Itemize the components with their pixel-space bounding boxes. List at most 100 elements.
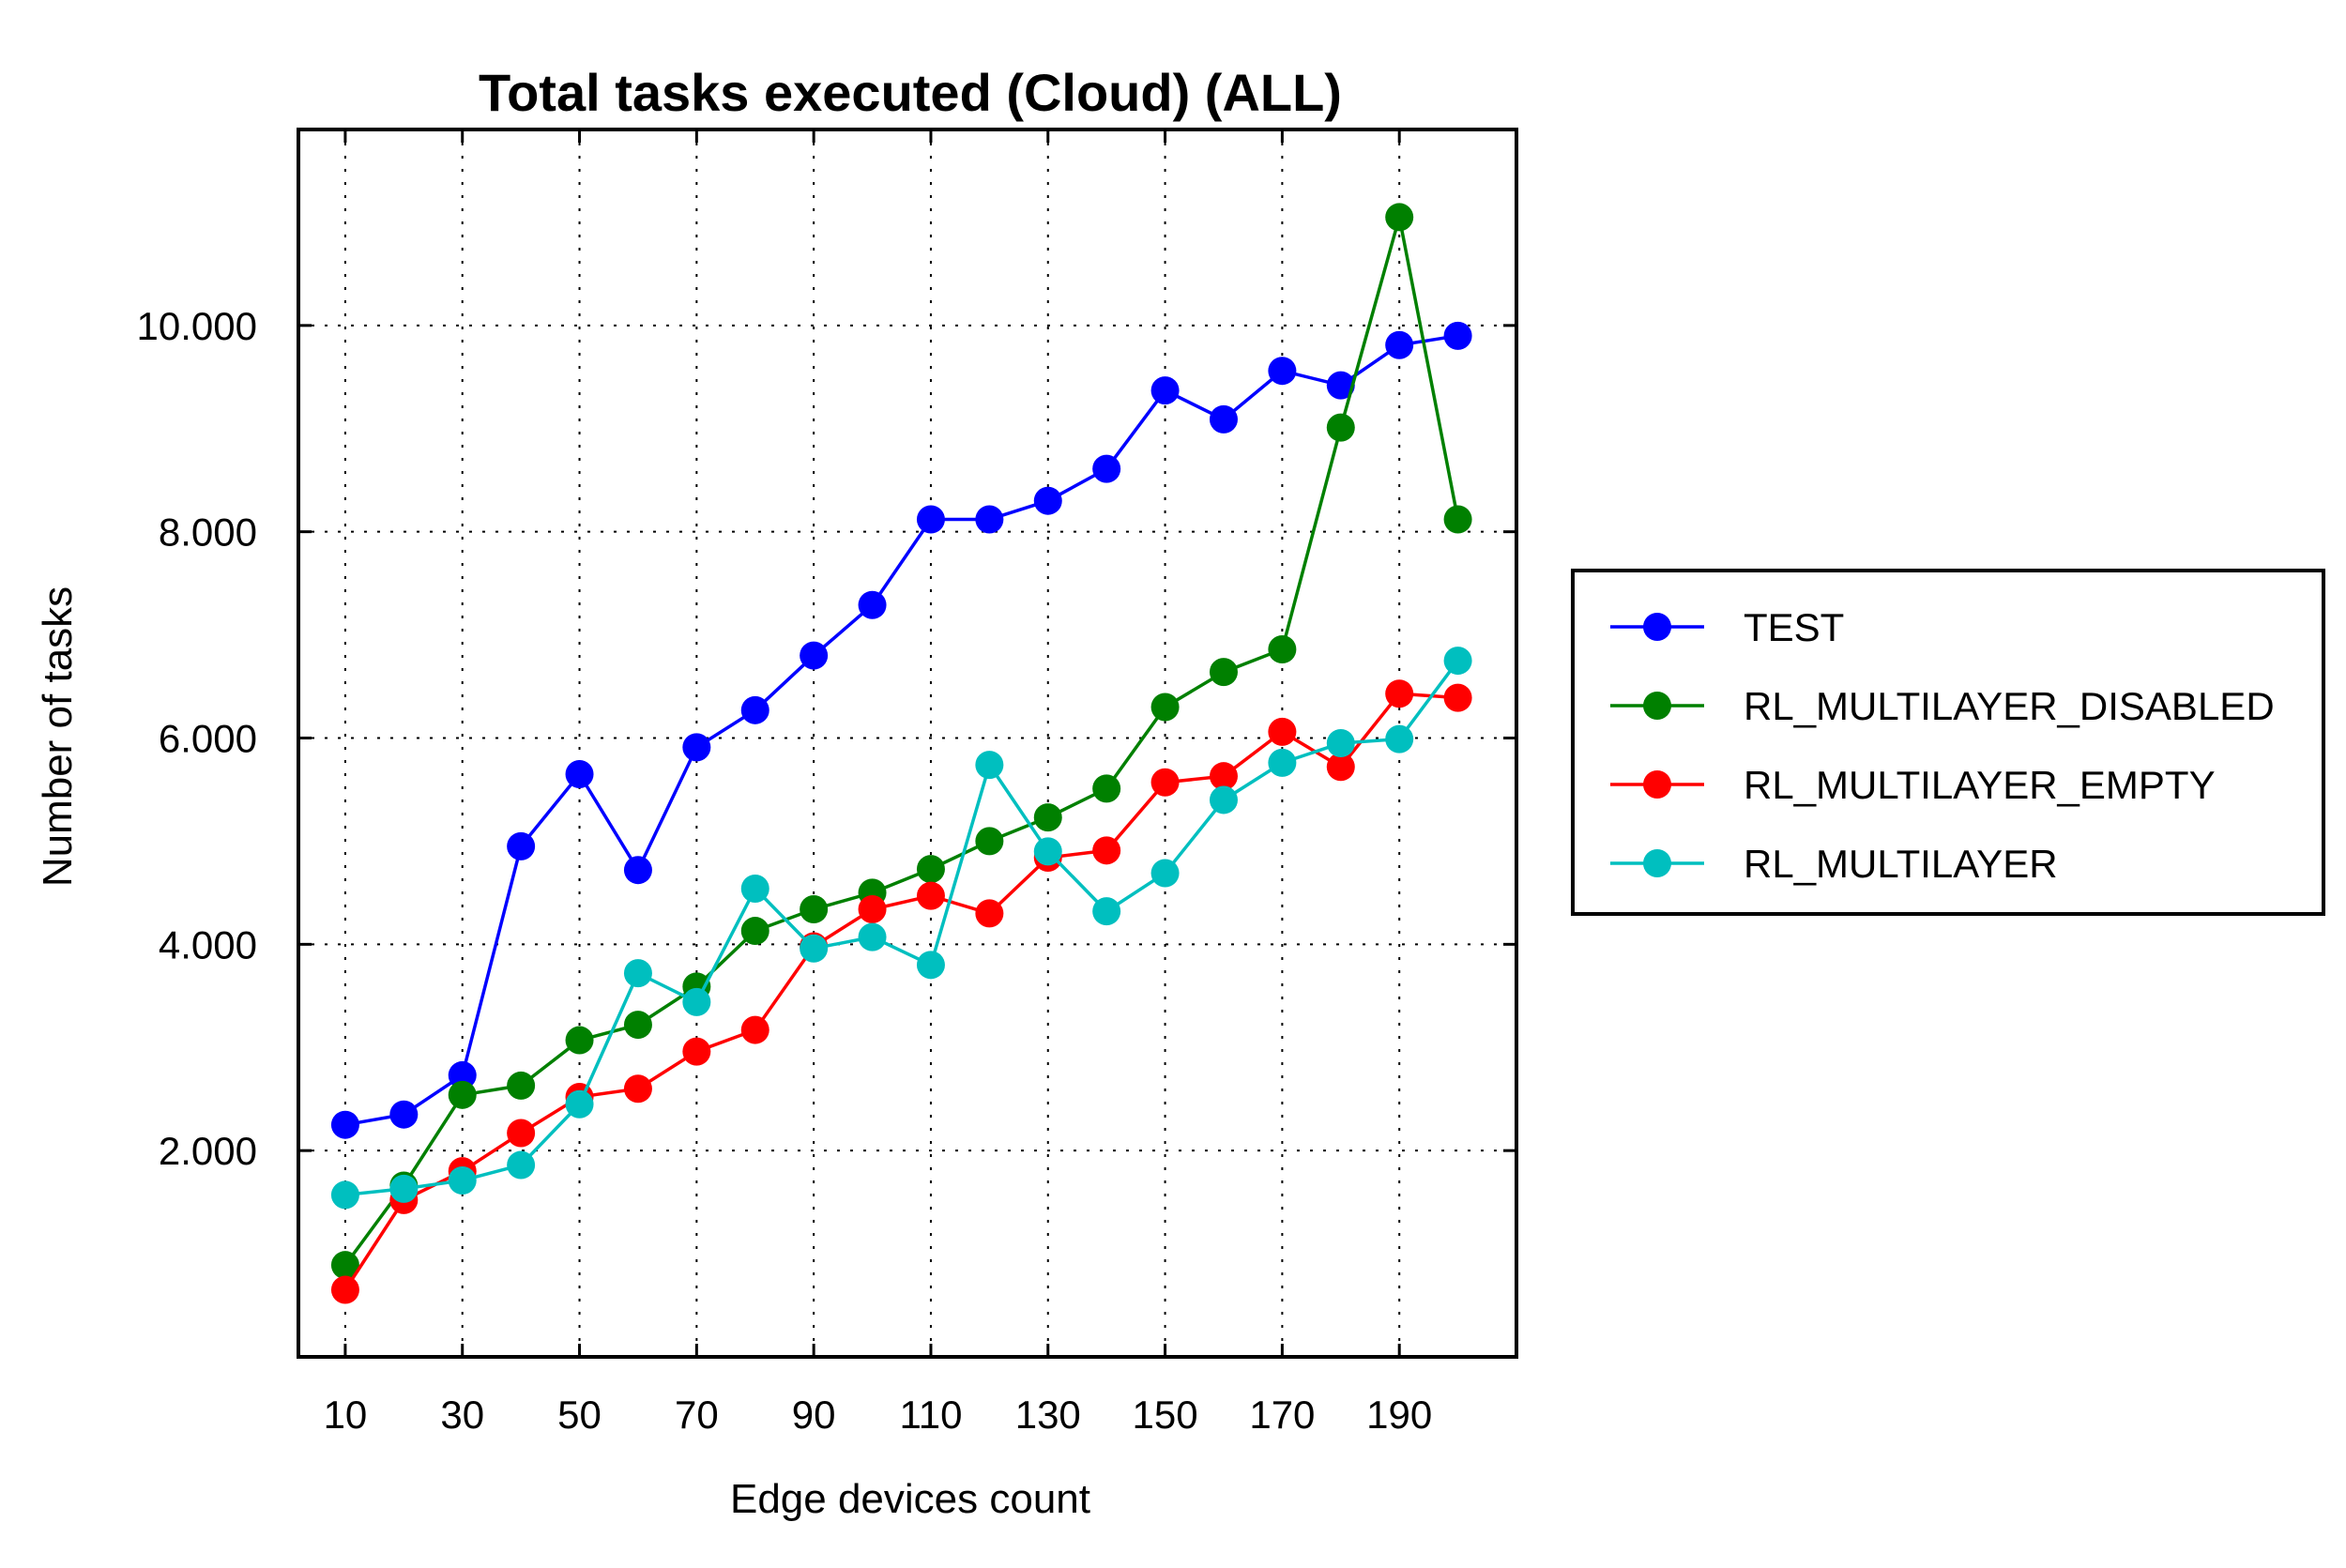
y-tick-label: 10.000 (137, 304, 257, 348)
data-point (1092, 897, 1121, 926)
data-point (1443, 505, 1472, 534)
data-point (740, 917, 769, 946)
series-layer (330, 203, 1472, 1304)
data-point (330, 1251, 359, 1280)
legend-label: RL_MULTILAYER_DISABLED (1744, 684, 2275, 728)
data-point (565, 759, 594, 788)
data-point (507, 1150, 536, 1180)
data-point (740, 874, 769, 903)
data-point (975, 751, 1004, 780)
legend-label: RL_MULTILAYER_EMPTY (1744, 763, 2216, 807)
data-point (975, 827, 1004, 856)
y-axis-label: Number of tasks (35, 586, 81, 887)
data-point (1268, 748, 1297, 777)
data-point (565, 1089, 594, 1119)
data-point (1150, 768, 1180, 797)
data-point (740, 695, 769, 724)
data-point (682, 987, 711, 1016)
data-point (1443, 647, 1472, 676)
data-point (1209, 404, 1238, 434)
data-point (1385, 203, 1414, 232)
data-point (448, 1166, 477, 1195)
data-point (1150, 693, 1180, 722)
data-point (682, 733, 711, 762)
legend-item: TEST (1610, 605, 1844, 649)
data-point (389, 1100, 419, 1129)
legend-swatch-marker (1643, 770, 1671, 799)
x-tick-label: 190 (1366, 1393, 1432, 1437)
legend-swatch-marker (1643, 613, 1671, 641)
y-tick-label: 6.000 (159, 717, 257, 761)
y-tick-label: 4.000 (159, 922, 257, 967)
legend-item: RL_MULTILAYER_EMPTY (1610, 763, 2216, 807)
legend-swatch-marker (1643, 849, 1671, 877)
data-point (1268, 717, 1297, 746)
x-tick-label: 130 (1015, 1393, 1081, 1437)
data-point (623, 959, 652, 988)
data-point (800, 934, 829, 963)
x-tick-label: 170 (1249, 1393, 1315, 1437)
data-point (916, 881, 945, 910)
data-point (1385, 330, 1414, 359)
x-tick-label: 30 (440, 1393, 484, 1437)
data-point (916, 505, 945, 534)
data-point (1326, 371, 1355, 400)
data-point (1385, 724, 1414, 754)
plot-frame (297, 128, 1518, 1359)
data-point (1150, 376, 1180, 405)
data-point (858, 590, 887, 619)
legend-item: RL_MULTILAYER_DISABLED (1610, 684, 2275, 728)
data-point (1033, 486, 1062, 515)
data-point (623, 856, 652, 885)
data-point (1385, 679, 1414, 708)
legend-label: TEST (1744, 605, 1844, 649)
x-tick-label: 10 (324, 1393, 368, 1437)
data-point (1268, 357, 1297, 386)
data-point (1092, 454, 1121, 483)
y-tick-label: 2.000 (159, 1129, 257, 1173)
x-tick-label: 50 (557, 1393, 602, 1437)
data-point (1326, 413, 1355, 442)
legend-swatch-marker (1643, 692, 1671, 720)
data-point (1326, 753, 1355, 782)
data-point (975, 899, 1004, 928)
data-point (1209, 785, 1238, 814)
data-point (1033, 803, 1062, 832)
data-point (800, 894, 829, 923)
data-point (565, 1026, 594, 1055)
data-point (623, 1074, 652, 1104)
x-axis-label: Edge devices count (730, 1476, 1090, 1522)
data-point (916, 951, 945, 980)
data-point (682, 1037, 711, 1066)
data-point (1092, 836, 1121, 865)
x-tick-label: 110 (899, 1393, 962, 1437)
data-point (330, 1110, 359, 1139)
data-point (1209, 658, 1238, 687)
data-point (858, 922, 887, 951)
data-point (1268, 634, 1297, 663)
data-point (623, 1011, 652, 1040)
data-point (916, 855, 945, 884)
data-point (1092, 774, 1121, 803)
legend-label: RL_MULTILAYER (1744, 842, 2058, 886)
data-point (1443, 321, 1472, 350)
legend-box (1571, 569, 2325, 916)
data-point (448, 1060, 477, 1089)
x-tick-label: 150 (1133, 1393, 1198, 1437)
series-rl-multilayer-empty (330, 679, 1472, 1304)
data-point (507, 1119, 536, 1148)
x-tick-label: 90 (792, 1393, 836, 1437)
tick-layer: 10 30 50 70 90 110 130 150 170 190 2.000 4.000 6.000… (137, 129, 1516, 1437)
y-tick-label: 8.000 (159, 510, 257, 555)
data-point (389, 1174, 419, 1203)
data-point (740, 1015, 769, 1044)
data-point (507, 831, 536, 860)
data-point (1326, 729, 1355, 757)
data-point (448, 1080, 477, 1109)
legend-items: TEST RL_MULTILAYER_DISABLED RL_MULTILAYER_… (1610, 605, 2275, 886)
data-point (1033, 837, 1062, 866)
data-point (800, 641, 829, 670)
data-point (330, 1180, 359, 1210)
data-point (975, 505, 1004, 534)
